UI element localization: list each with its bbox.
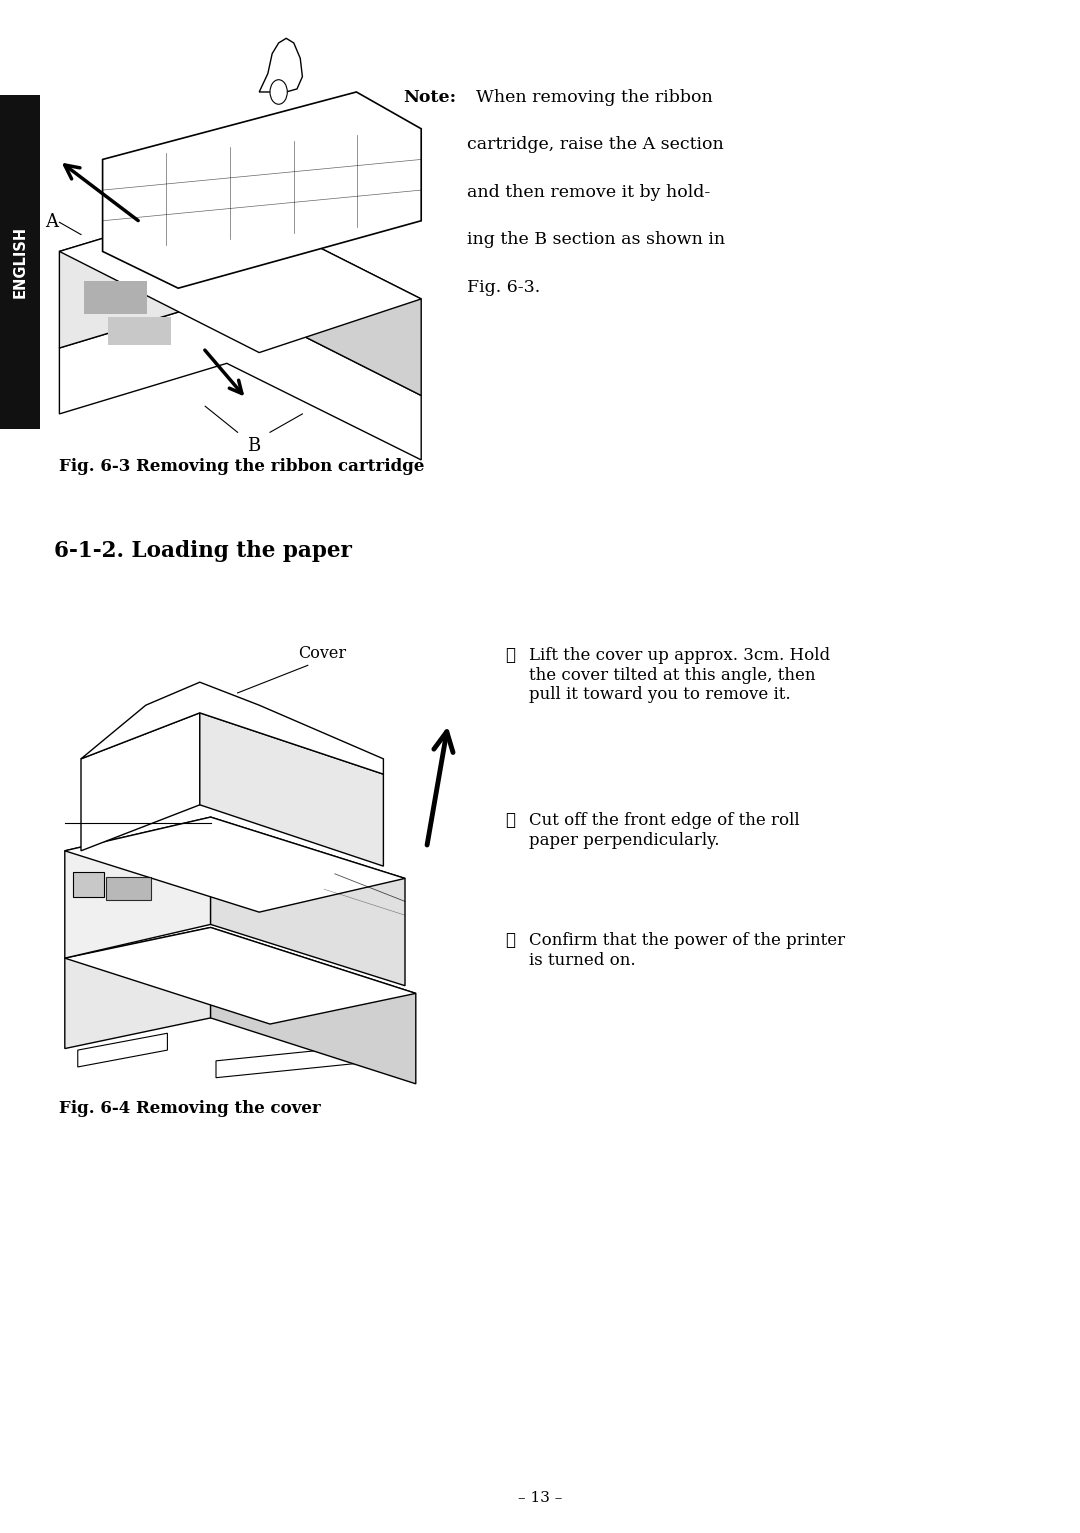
Polygon shape bbox=[65, 817, 405, 912]
FancyBboxPatch shape bbox=[0, 95, 40, 429]
FancyBboxPatch shape bbox=[108, 317, 171, 345]
Polygon shape bbox=[59, 201, 227, 348]
Polygon shape bbox=[65, 927, 416, 1024]
Text: When removing the ribbon: When removing the ribbon bbox=[476, 89, 713, 106]
Text: cartridge, raise the A section: cartridge, raise the A section bbox=[467, 136, 724, 153]
Text: Fig. 6-3 Removing the ribbon cartridge: Fig. 6-3 Removing the ribbon cartridge bbox=[59, 458, 424, 475]
FancyBboxPatch shape bbox=[73, 872, 104, 897]
Polygon shape bbox=[103, 92, 421, 288]
Polygon shape bbox=[65, 817, 211, 958]
Polygon shape bbox=[211, 817, 405, 986]
Polygon shape bbox=[59, 201, 421, 353]
Polygon shape bbox=[227, 201, 421, 396]
Text: ②: ② bbox=[505, 812, 515, 829]
Polygon shape bbox=[211, 927, 416, 1084]
Text: B: B bbox=[247, 437, 260, 455]
Circle shape bbox=[270, 80, 287, 104]
Text: Note:: Note: bbox=[403, 89, 456, 106]
Text: A: A bbox=[45, 213, 58, 231]
Polygon shape bbox=[78, 1033, 167, 1067]
FancyBboxPatch shape bbox=[84, 281, 147, 314]
Polygon shape bbox=[65, 927, 211, 1049]
Text: ③: ③ bbox=[505, 932, 515, 949]
Polygon shape bbox=[216, 1046, 367, 1078]
Text: Cover: Cover bbox=[298, 645, 346, 662]
FancyBboxPatch shape bbox=[106, 877, 151, 900]
Text: ing the B section as shown in: ing the B section as shown in bbox=[467, 231, 725, 248]
Text: ①: ① bbox=[505, 647, 515, 664]
Text: ENGLISH: ENGLISH bbox=[13, 225, 27, 299]
Polygon shape bbox=[81, 682, 383, 774]
Text: and then remove it by hold-: and then remove it by hold- bbox=[467, 184, 710, 201]
Text: 6-1-2. Loading the paper: 6-1-2. Loading the paper bbox=[54, 540, 352, 563]
Text: Fig. 6-3.: Fig. 6-3. bbox=[467, 279, 540, 296]
Text: – 13 –: – 13 – bbox=[517, 1492, 563, 1505]
Polygon shape bbox=[259, 38, 302, 92]
Text: Cut off the front edge of the roll
paper perpendicularly.: Cut off the front edge of the roll paper… bbox=[529, 812, 800, 849]
Polygon shape bbox=[59, 297, 421, 460]
Text: Fig. 6-4 Removing the cover: Fig. 6-4 Removing the cover bbox=[59, 1101, 321, 1118]
Text: Lift the cover up approx. 3cm. Hold
the cover tilted at this angle, then
pull it: Lift the cover up approx. 3cm. Hold the … bbox=[529, 647, 831, 704]
Text: Confirm that the power of the printer
is turned on.: Confirm that the power of the printer is… bbox=[529, 932, 846, 969]
Polygon shape bbox=[200, 713, 383, 866]
Polygon shape bbox=[81, 713, 200, 851]
